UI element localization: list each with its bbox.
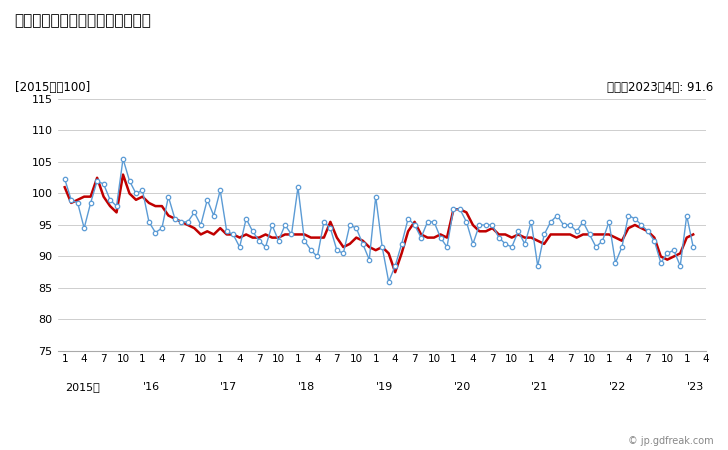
- Text: 土木用の投資財の在庫指数の推移: 土木用の投資財の在庫指数の推移: [15, 14, 151, 28]
- Text: '19: '19: [376, 382, 393, 392]
- Text: '17: '17: [221, 382, 237, 392]
- Text: © jp.gdfreak.com: © jp.gdfreak.com: [628, 436, 713, 446]
- Text: 2015年: 2015年: [65, 382, 100, 392]
- Text: [2015年＝100]: [2015年＝100]: [15, 81, 90, 94]
- Text: 原系列2023年4月: 91.6: 原系列2023年4月: 91.6: [607, 81, 713, 94]
- Text: '16: '16: [143, 382, 159, 392]
- Text: '23: '23: [687, 382, 704, 392]
- Text: '18: '18: [298, 382, 315, 392]
- Text: '22: '22: [609, 382, 626, 392]
- Text: '20: '20: [454, 382, 471, 392]
- Text: '21: '21: [531, 382, 548, 392]
